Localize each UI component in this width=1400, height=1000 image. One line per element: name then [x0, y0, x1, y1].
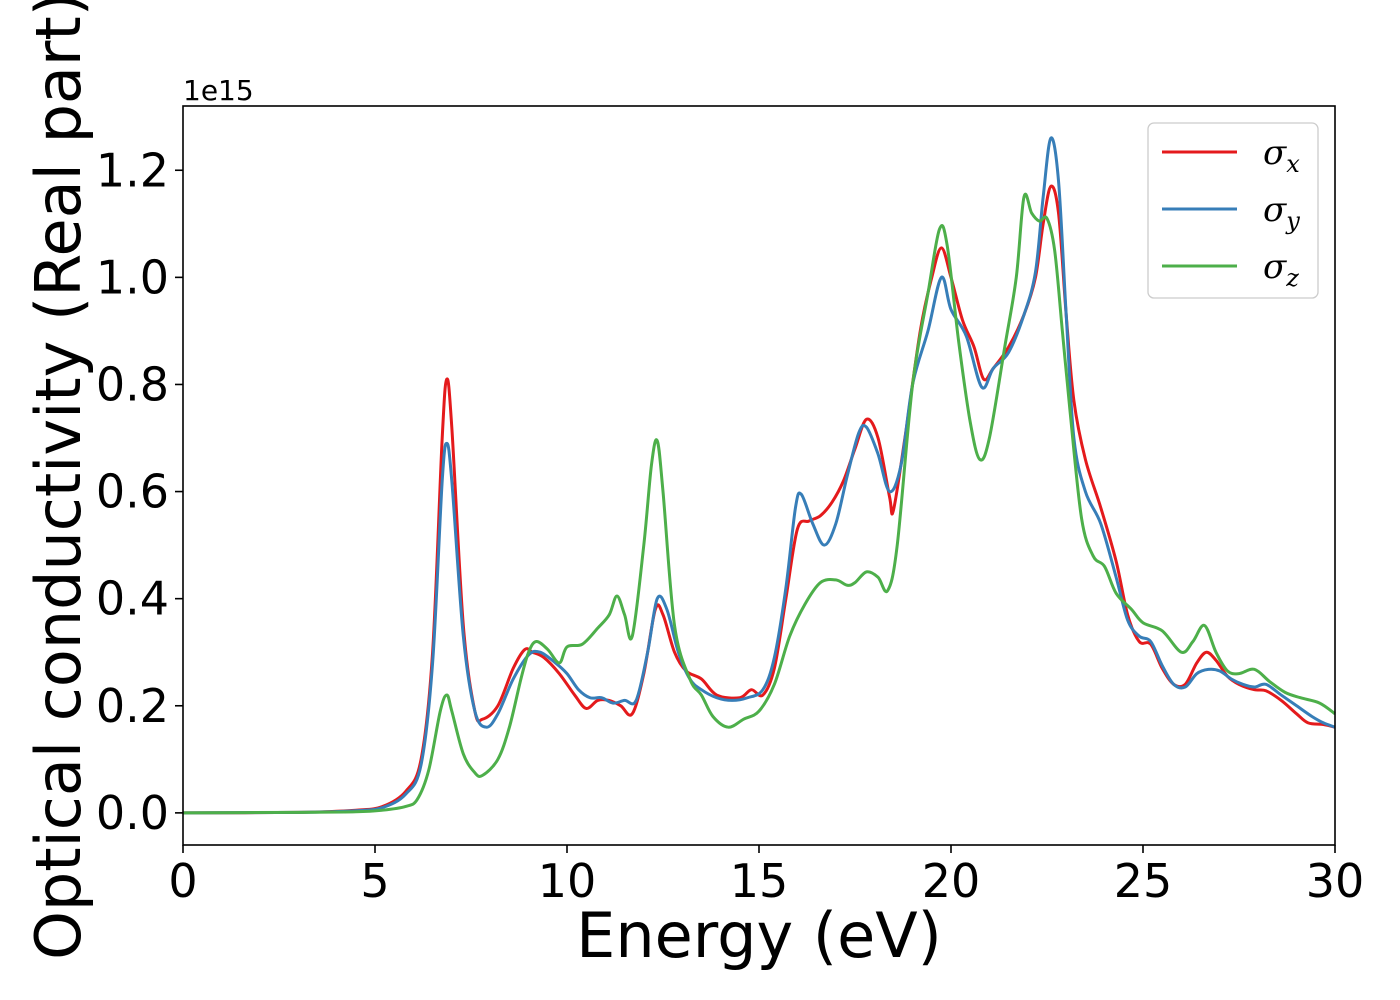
y-tick-label: 1.0 — [96, 250, 169, 304]
plot-lines — [182, 136, 1336, 815]
y-tick-label: 0.2 — [96, 679, 169, 733]
y-axis-title: Optical conductivity (Real part) — [22, 0, 95, 960]
y-tick-label: 0.0 — [96, 786, 169, 840]
y-axis: 0.0 0.2 0.4 0.6 0.8 1.0 1.2 — [96, 143, 183, 840]
x-tick-label: 25 — [1114, 854, 1173, 908]
x-tick-label: 0 — [168, 854, 197, 908]
y-tick-label: 1.2 — [96, 143, 169, 197]
series-line-z — [182, 192, 1336, 815]
x-tick-label: 30 — [1306, 854, 1365, 908]
series-line-y — [182, 136, 1336, 815]
offset-label: 1e15 — [183, 74, 254, 107]
x-tick-label: 20 — [922, 854, 981, 908]
x-tick-label: 5 — [360, 854, 389, 908]
x-tick-label: 10 — [538, 854, 597, 908]
y-tick-label: 0.4 — [96, 572, 169, 626]
y-tick-label: 0.8 — [96, 357, 169, 411]
y-tick-label: 0.6 — [96, 465, 169, 519]
x-tick-label: 15 — [730, 854, 789, 908]
x-axis-title: Energy (eV) — [576, 899, 942, 972]
x-axis: 0 5 10 15 20 25 30 — [168, 845, 1364, 908]
